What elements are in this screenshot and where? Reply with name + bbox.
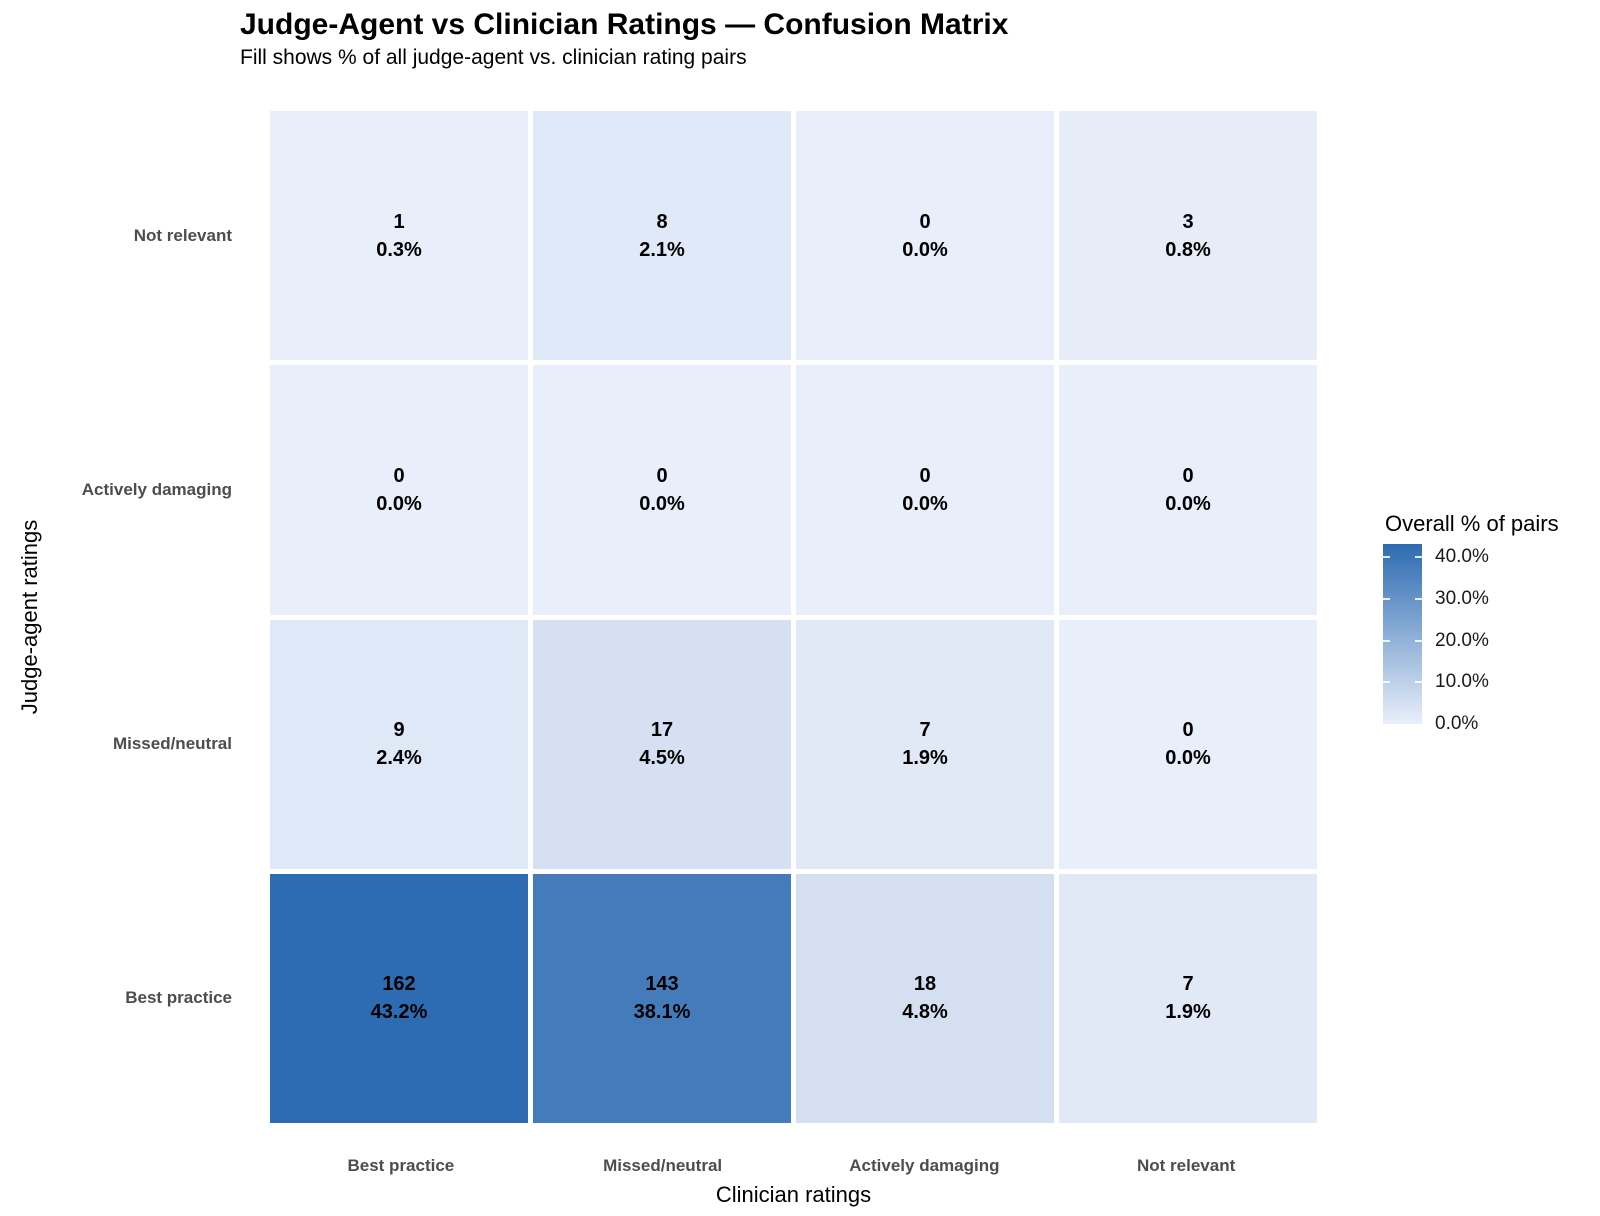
cell-percent: 2.4% bbox=[376, 747, 422, 770]
legend-gradient-bar bbox=[1383, 544, 1422, 724]
cell-count: 1 bbox=[393, 210, 405, 233]
legend-tick-label: 20.0% bbox=[1435, 629, 1489, 651]
y-tick-label: Not relevant bbox=[133, 225, 232, 245]
cell-percent: 0.3% bbox=[376, 238, 422, 261]
matrix-cell: 0 0.0% bbox=[533, 365, 791, 615]
legend-tick-mark bbox=[1415, 598, 1422, 600]
legend-tick-mark bbox=[1383, 681, 1390, 684]
matrix-cell: 0 0.0% bbox=[1059, 619, 1317, 869]
x-tick-label: Actively damaging bbox=[849, 1156, 1000, 1175]
cell-count: 7 bbox=[1182, 973, 1194, 996]
x-tick-label: Missed/neutral bbox=[603, 1156, 723, 1175]
legend: Overall % of pairs 40.0% 30.0% 20.0% 10.0% 0… bbox=[1383, 511, 1600, 761]
cell-count: 0 bbox=[919, 210, 931, 233]
heatmap-grid: 1 0.3% 8 2.1% 0 0.0% 3 0.8% 0 0.0% 0 0.0% 0 0.0% 0 0.0%… bbox=[270, 111, 1317, 1123]
cell-count: 0 bbox=[393, 464, 405, 487]
matrix-cell: 143 38.1% bbox=[533, 873, 791, 1123]
legend-tick-mark bbox=[1383, 598, 1390, 600]
cell-count: 0 bbox=[919, 464, 931, 487]
matrix-cell: 3 0.8% bbox=[1059, 111, 1317, 361]
legend-tick-mark bbox=[1383, 639, 1390, 642]
matrix-cell: 18 4.8% bbox=[796, 873, 1054, 1123]
cell-percent: 0.0% bbox=[902, 238, 948, 261]
matrix-cell: 0 0.0% bbox=[796, 365, 1054, 615]
legend-title: Overall % of pairs bbox=[1385, 511, 1559, 536]
cell-count: 9 bbox=[393, 719, 405, 742]
cell-count: 17 bbox=[650, 719, 674, 742]
chart-subtitle: Fill shows % of all judge-agent vs. clin… bbox=[240, 46, 747, 69]
matrix-cell: 0 0.0% bbox=[270, 365, 528, 615]
cell-percent: 0.0% bbox=[1165, 747, 1211, 770]
cell-count: 3 bbox=[1182, 210, 1194, 233]
matrix-cell: 7 1.9% bbox=[1059, 873, 1317, 1123]
cell-count: 162 bbox=[382, 973, 416, 996]
matrix-cell: 17 4.5% bbox=[533, 619, 791, 869]
legend-tick-label: 40.0% bbox=[1435, 546, 1489, 568]
y-tick-label: Actively damaging bbox=[81, 479, 232, 499]
cell-percent: 43.2% bbox=[370, 1001, 428, 1024]
legend-tick-mark bbox=[1415, 639, 1422, 642]
legend-tick-mark bbox=[1383, 556, 1390, 559]
x-axis-title: Clinician ratings bbox=[715, 1182, 872, 1207]
cell-percent: 2.1% bbox=[639, 238, 685, 261]
legend-tick-label: 30.0% bbox=[1435, 588, 1489, 609]
legend-tick-label: 0.0% bbox=[1435, 713, 1479, 734]
y-tick-label: Missed/neutral bbox=[112, 734, 232, 754]
legend-tick-label: 10.0% bbox=[1435, 671, 1489, 693]
x-tick-label: Not relevant bbox=[1137, 1156, 1236, 1175]
cell-percent: 0.0% bbox=[902, 492, 948, 515]
matrix-cell: 162 43.2% bbox=[270, 873, 528, 1123]
chart-title: Judge-Agent vs Clinician Ratings — Confu… bbox=[240, 8, 1009, 41]
legend-tick-mark bbox=[1415, 681, 1422, 684]
cell-count: 0 bbox=[1182, 719, 1194, 742]
x-axis-tick-labels: Best practice Missed/neutral Actively dama… bbox=[270, 1156, 1317, 1180]
legend-tick-mark bbox=[1415, 556, 1422, 559]
cell-percent: 1.9% bbox=[902, 747, 948, 770]
cell-percent: 1.9% bbox=[1165, 1001, 1211, 1024]
matrix-cell: 8 2.1% bbox=[533, 111, 791, 361]
cell-count: 8 bbox=[656, 210, 668, 233]
cell-percent: 4.8% bbox=[902, 1001, 948, 1024]
matrix-cell: 0 0.0% bbox=[796, 111, 1054, 361]
cell-percent: 4.5% bbox=[639, 747, 685, 770]
cell-count: 18 bbox=[913, 973, 937, 996]
cell-percent: 0.0% bbox=[639, 492, 685, 515]
cell-count: 0 bbox=[656, 464, 668, 487]
cell-count: 7 bbox=[919, 719, 931, 742]
y-tick-label: Best practice bbox=[125, 988, 232, 1008]
cell-count: 143 bbox=[645, 973, 679, 996]
matrix-cell: 1 0.3% bbox=[270, 111, 528, 361]
x-tick-label: Best practice bbox=[347, 1156, 455, 1175]
cell-percent: 38.1% bbox=[633, 1001, 691, 1024]
cell-percent: 0.0% bbox=[1165, 492, 1211, 515]
matrix-cell: 7 1.9% bbox=[796, 619, 1054, 869]
cell-percent: 0.8% bbox=[1165, 238, 1211, 261]
y-axis-tick-labels: Not relevant Actively damaging Missed/neut… bbox=[0, 111, 232, 1123]
cell-percent: 0.0% bbox=[376, 492, 422, 515]
matrix-cell: 9 2.4% bbox=[270, 619, 528, 869]
matrix-cell: 0 0.0% bbox=[1059, 365, 1317, 615]
cell-count: 0 bbox=[1182, 464, 1194, 487]
